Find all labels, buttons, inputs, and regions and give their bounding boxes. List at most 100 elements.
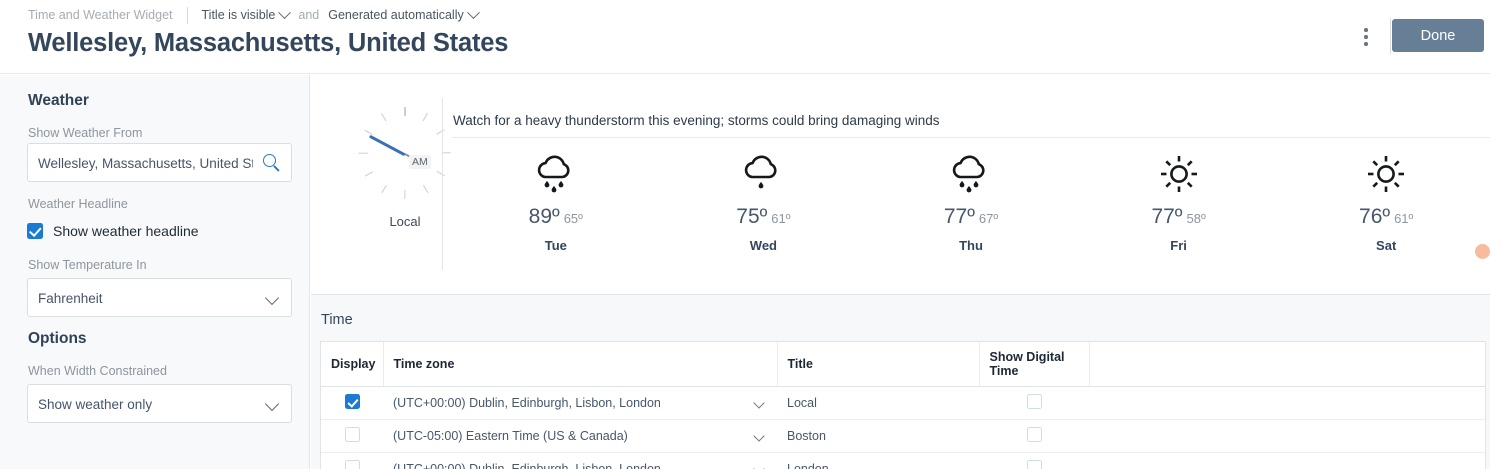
forecast-day: 77º 67º Thu	[867, 147, 1075, 253]
display-cell	[321, 386, 383, 420]
forecast-day-name: Fri	[1170, 238, 1187, 253]
table-row: (UTC+00:00) Dublin, Edinburgh, Lisbon, L…	[321, 386, 1485, 420]
generation-mode-label: Generated automatically	[328, 8, 464, 22]
table-header-row: Display Time zone Title Show Digital Tim…	[321, 342, 1485, 387]
timezone-cell[interactable]: (UTC-05:00) Eastern Time (US & Canada)	[383, 419, 777, 453]
status-dot	[1475, 244, 1490, 259]
search-icon[interactable]	[263, 154, 282, 173]
chevron-down-icon	[466, 5, 480, 19]
show-temperature-in-label: Show Temperature In	[28, 258, 147, 272]
breadcrumb-divider	[186, 6, 188, 24]
forecast-low: 65º	[563, 211, 583, 226]
display-cell	[321, 419, 383, 453]
breadcrumb: Time and Weather Widget Title is visible…	[28, 5, 480, 24]
spacer-cell	[1089, 419, 1485, 453]
forecast-high: 76º	[1359, 205, 1391, 228]
chevron-down-icon	[753, 430, 765, 442]
rain-cloud-icon	[452, 147, 660, 201]
display-cell	[321, 452, 383, 469]
weather-preview-panel: AM Local Watch for a heavy thunderstorm …	[311, 75, 1490, 293]
forecast-day-name: Sat	[1376, 238, 1397, 253]
breadcrumb-conjunction: and	[298, 8, 320, 22]
show-weather-from-label: Show Weather From	[28, 126, 143, 140]
column-header-display: Display	[321, 342, 384, 387]
page-title: Wellesley, Massachusetts, United States	[28, 29, 509, 57]
weather-headline-text: Watch for a heavy thunderstorm this even…	[453, 113, 940, 128]
column-header-show-digital-time: Show Digital Time	[979, 342, 1090, 387]
show-digital-time-checkbox[interactable]	[1026, 427, 1042, 442]
light-rain-cloud-icon	[660, 147, 868, 201]
clock-label: Local	[389, 214, 421, 229]
temperature-unit-value: Fahrenheit	[38, 291, 103, 306]
display-checkbox[interactable]	[344, 460, 360, 469]
title-visibility-dropdown[interactable]: Title is visible	[201, 5, 292, 22]
digital-time-cell	[979, 386, 1089, 420]
timezone-cell[interactable]: (UTC+00:00) Dublin, Edinburgh, Lisbon, L…	[383, 452, 777, 469]
column-header-spacer	[1089, 342, 1485, 387]
generation-mode-dropdown[interactable]: Generated automatically	[328, 5, 480, 22]
page-header: Time and Weather Widget Title is visible…	[0, 0, 1490, 74]
forecast-high: 77º	[943, 205, 975, 228]
forecast-day: 76º 61º Sat	[1282, 147, 1490, 253]
chevron-down-icon	[753, 463, 765, 469]
forecast-high: 77º	[1151, 205, 1183, 228]
more-options-icon[interactable]	[1355, 24, 1377, 50]
time-section-heading: Time	[321, 312, 353, 328]
show-weather-headline-label: Show weather headline	[53, 223, 199, 239]
rain-cloud-icon	[867, 147, 1075, 201]
show-digital-time-checkbox[interactable]	[1026, 460, 1042, 469]
forecast-day: 89º 65º Tue	[452, 147, 660, 253]
title-cell[interactable]: London	[777, 452, 979, 469]
chevron-down-icon	[264, 396, 280, 412]
chevron-down-icon	[753, 397, 765, 409]
display-checkbox[interactable]	[344, 394, 360, 409]
forecast-low: 58º	[1186, 211, 1206, 226]
forecast-row: 89º 65º Tue 75º 61º Wed	[452, 147, 1490, 253]
forecast-low: 67º	[978, 211, 999, 226]
chevron-down-icon	[278, 5, 292, 19]
location-search-input[interactable]: Wellesley, Massachusetts, United States	[27, 143, 292, 182]
analog-clock-widget: AM Local	[336, 105, 474, 229]
horizontal-divider	[452, 137, 1490, 138]
table-row: (UTC+00:00) Dublin, Edinburgh, Lisbon, L…	[321, 452, 1485, 469]
show-weather-headline-checkbox[interactable]: Show weather headline	[27, 223, 199, 239]
spacer-cell	[1089, 452, 1485, 469]
forecast-day-name: Thu	[959, 238, 983, 253]
weather-section-heading: Weather	[28, 92, 89, 109]
timezone-value: (UTC-05:00) Eastern Time (US & Canada)	[393, 429, 628, 443]
forecast-high: 89º	[528, 205, 560, 228]
header-divider	[1390, 18, 1391, 54]
show-digital-time-checkbox[interactable]	[1026, 394, 1042, 409]
breadcrumb-widget-name: Time and Weather Widget	[28, 8, 173, 22]
when-width-constrained-label: When Width Constrained	[28, 364, 167, 378]
timezone-value: (UTC+00:00) Dublin, Edinburgh, Lisbon, L…	[393, 396, 661, 410]
width-constrained-select[interactable]: Show weather only	[27, 384, 292, 423]
column-header-title: Title	[777, 342, 980, 387]
timezone-value: (UTC+00:00) Dublin, Edinburgh, Lisbon, L…	[393, 462, 661, 469]
sun-icon	[1075, 147, 1283, 201]
temperature-unit-select[interactable]: Fahrenheit	[27, 278, 292, 317]
title-visibility-label: Title is visible	[201, 8, 276, 22]
done-button[interactable]: Done	[1392, 19, 1484, 52]
weather-headline-label: Weather Headline	[28, 197, 128, 211]
column-header-timezone: Time zone	[383, 342, 778, 387]
clock-ampm-badge: AM	[409, 155, 431, 169]
digital-time-cell	[979, 452, 1089, 469]
forecast-day-name: Wed	[749, 238, 777, 253]
forecast-day-name: Tue	[544, 238, 567, 253]
clock-face: AM	[357, 105, 453, 201]
options-section-heading: Options	[28, 330, 87, 347]
timezone-cell[interactable]: (UTC+00:00) Dublin, Edinburgh, Lisbon, L…	[383, 386, 777, 420]
chevron-down-icon	[264, 290, 280, 306]
forecast-low: 61º	[1394, 211, 1414, 226]
table-row: (UTC-05:00) Eastern Time (US & Canada) B…	[321, 419, 1485, 453]
vertical-divider	[442, 98, 443, 270]
display-checkbox[interactable]	[344, 427, 360, 442]
settings-sidebar: Weather Show Weather From Wellesley, Mas…	[0, 75, 310, 469]
title-cell[interactable]: Local	[777, 386, 979, 420]
title-cell[interactable]: Boston	[777, 419, 979, 453]
forecast-high: 75º	[736, 205, 768, 228]
spacer-cell	[1089, 386, 1485, 420]
forecast-low: 61º	[771, 211, 791, 226]
